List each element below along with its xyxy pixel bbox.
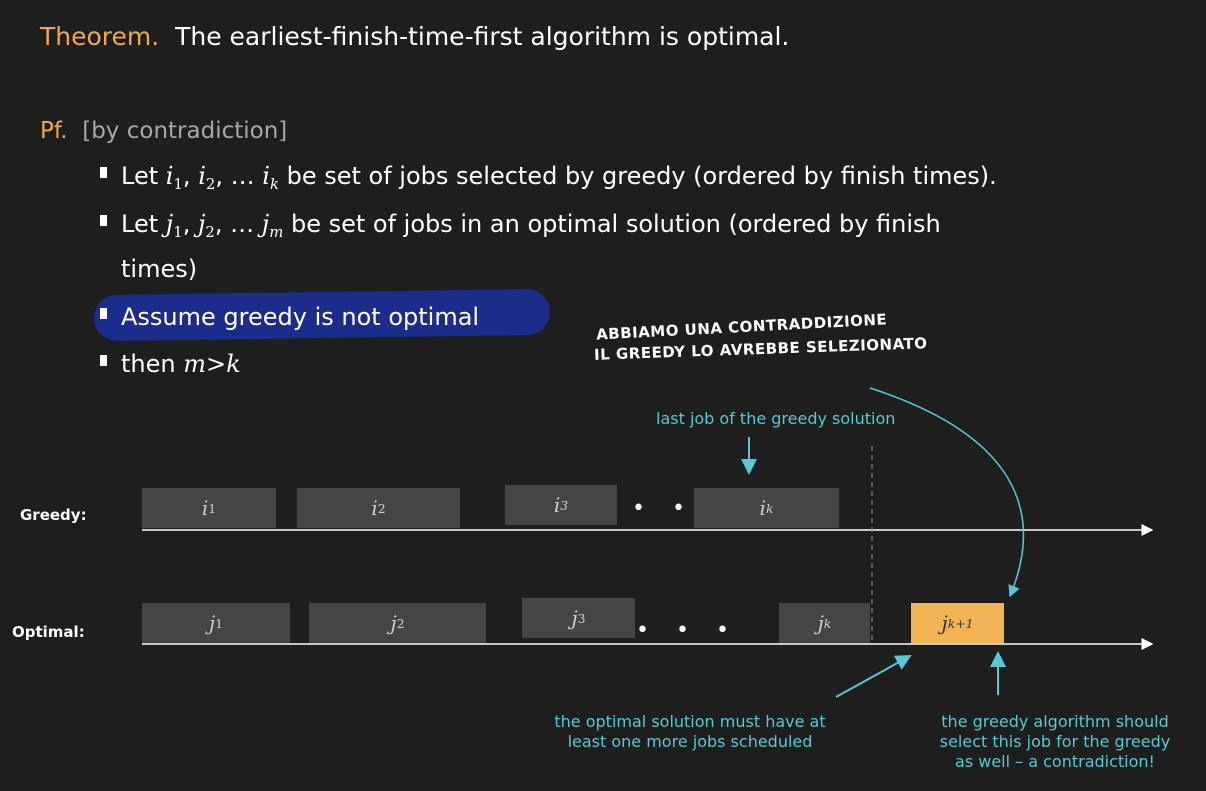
bullet-optimal-set: Let j1, j2, … jm be set of jobs in an op… bbox=[100, 210, 941, 241]
bullet-marker bbox=[100, 167, 107, 178]
annotation-optimal-more-jobs: the optimal solution must have at least … bbox=[554, 712, 826, 751]
proof-label: Pf. bbox=[40, 118, 68, 144]
bullet-optimal-set-cont: times) bbox=[121, 255, 198, 283]
optimal-job-jk-plus-1: j k+1 bbox=[911, 603, 1004, 643]
proof-line: Pf. [by contradiction] bbox=[40, 118, 287, 144]
bullet-marker bbox=[100, 215, 107, 226]
theorem-line: Theorem. The earliest-finish-time-first … bbox=[40, 22, 789, 51]
bullet-marker bbox=[100, 355, 107, 366]
bullet-assumption: Assume greedy is not optimal bbox=[100, 303, 479, 331]
optimal-more-jobs-arrow bbox=[835, 655, 912, 698]
handwritten-curved-arrow bbox=[869, 387, 1025, 598]
theorem-text: The earliest-finish-time-first algorithm… bbox=[175, 22, 790, 51]
optimal-ellipsis: • • • bbox=[636, 618, 739, 643]
bullet-marker bbox=[100, 308, 107, 319]
annotation-last-greedy-job: last job of the greedy solution bbox=[656, 409, 896, 428]
bullet-conclusion: then m>k bbox=[100, 350, 241, 378]
proof-text: [by contradiction] bbox=[82, 118, 288, 144]
annotation-contradiction: the greedy algorithm should select this … bbox=[939, 712, 1171, 771]
optimal-row-label: Optimal: bbox=[12, 623, 85, 641]
theorem-label: Theorem. bbox=[40, 22, 160, 51]
greedy-row-label: Greedy: bbox=[20, 506, 87, 524]
bullet-greedy-set: Let i1, i2, … ik be set of jobs selected… bbox=[100, 162, 997, 193]
